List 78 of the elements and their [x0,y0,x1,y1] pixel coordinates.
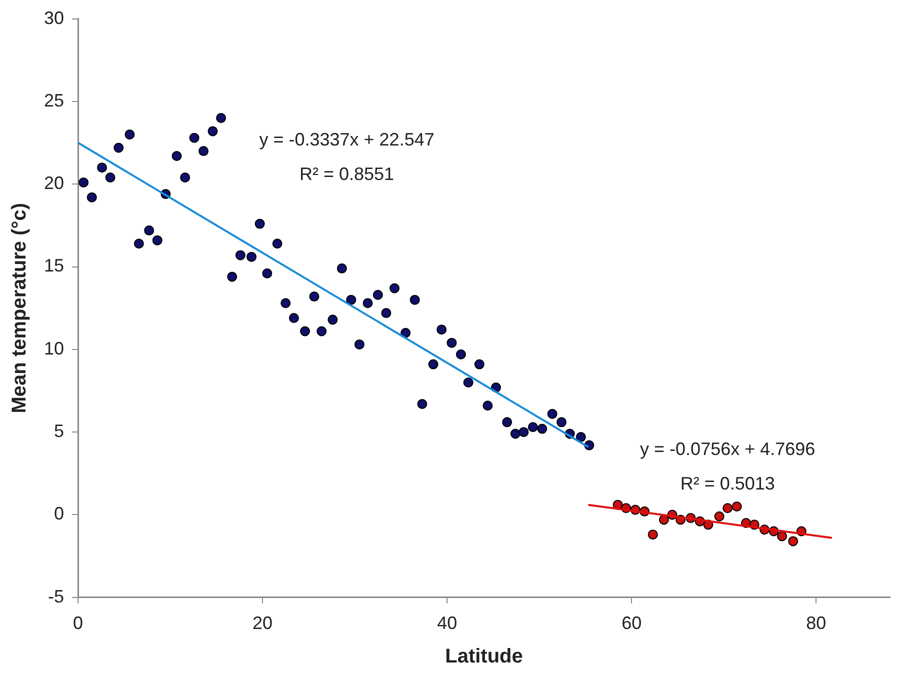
point [227,272,238,282]
point [208,126,218,136]
annotation: y = -0.3337x + 22.547 [259,129,434,150]
point [78,177,89,188]
point [502,417,512,428]
x-tick-label: 20 [252,613,273,634]
point [288,313,299,324]
y-tick-label: 10 [44,338,64,358]
point [172,151,182,162]
point [216,112,226,123]
point [309,292,320,302]
x-tick-label: 60 [622,613,642,634]
point [446,338,457,348]
point [400,328,411,338]
point [272,238,282,249]
point [518,427,529,438]
point [152,235,162,246]
point [346,294,356,305]
point [474,359,484,370]
point [189,132,200,143]
point [456,349,466,360]
y-tick-label: -5 [48,586,64,606]
x-tick-label: 40 [437,613,458,634]
point [198,146,209,156]
point [254,218,265,229]
y-tick-label: 15 [44,256,64,276]
x-tick-label: 80 [806,613,826,634]
point [417,398,428,409]
point [463,377,474,388]
point [300,326,310,336]
point [732,501,742,512]
point [510,428,520,439]
x-tick-label: 0 [73,613,84,634]
point [714,511,724,522]
y-axis-title: Mean temperature (°c) [8,202,31,414]
point [354,339,364,350]
point [777,531,788,542]
annotation: R² = 0.8551 [300,164,394,184]
point [428,359,438,370]
point [381,308,392,318]
point [134,238,144,249]
point [114,142,124,153]
point [124,130,135,140]
point [97,162,108,173]
point [246,252,256,262]
point [235,250,246,260]
point [788,536,798,546]
point [86,192,97,202]
point [547,408,558,419]
point [576,432,586,442]
y-tick-label: 5 [54,421,64,442]
point [410,294,420,305]
point [105,172,116,182]
point [528,422,538,432]
x-axis-title: Latitude [445,646,523,668]
point [372,290,383,300]
point [482,400,493,411]
point [262,268,272,278]
point [390,283,400,294]
y-tick-label: 0 [54,504,64,524]
point [648,530,658,540]
point [722,503,733,514]
y-tick-label: 20 [44,173,64,194]
annotation: y = -0.0756x + 4.7696 [640,438,816,459]
point [180,172,190,182]
point [280,298,291,308]
point [556,417,567,428]
point [336,263,347,274]
point [658,514,669,525]
point [362,298,373,308]
annotation: R² = 0.5013 [680,474,775,494]
y-tick-label: 30 [44,8,64,28]
point [316,326,327,336]
point [328,314,338,325]
point [436,324,447,335]
point [537,424,548,434]
point [144,225,154,236]
y-tick-label: 25 [44,90,64,110]
